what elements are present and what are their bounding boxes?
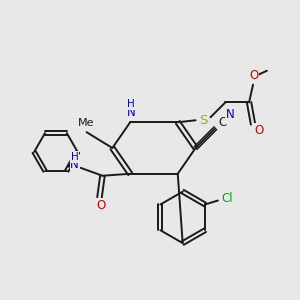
Text: Me: Me (78, 118, 95, 128)
Text: O: O (97, 199, 106, 212)
Text: H: H (71, 152, 79, 162)
Text: O: O (254, 124, 264, 137)
Text: N: N (70, 158, 79, 171)
Text: N: N (127, 106, 136, 119)
Text: H: H (127, 99, 135, 110)
Text: N: N (226, 108, 235, 121)
Text: Cl: Cl (221, 192, 232, 205)
Text: C: C (218, 116, 226, 129)
Text: S: S (199, 114, 208, 127)
Text: O: O (249, 69, 259, 82)
